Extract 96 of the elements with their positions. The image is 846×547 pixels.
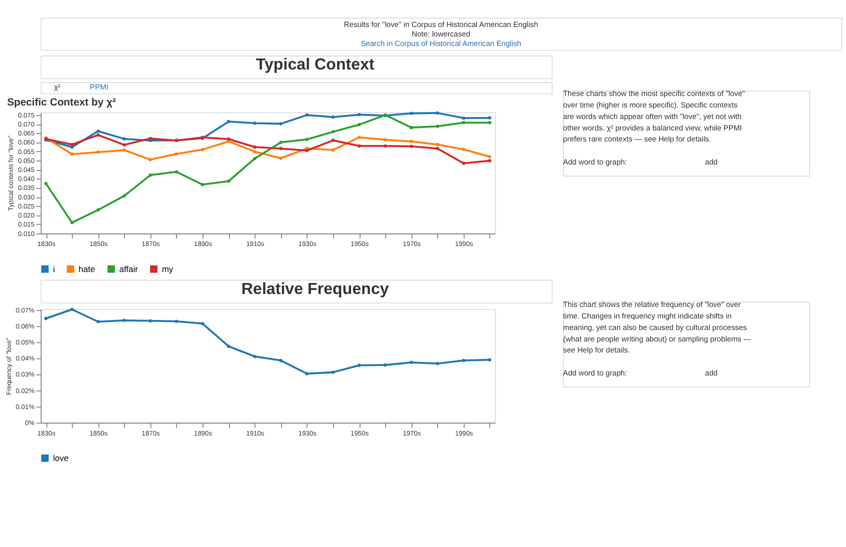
point [410,126,414,130]
text: Add word to graph: [563,157,627,166]
point [70,308,74,312]
point [488,116,492,120]
point [410,140,414,144]
point [331,370,335,374]
legend-label: love [52,452,69,463]
point [122,148,126,152]
point [436,146,440,150]
point [488,121,492,124]
point [148,319,152,322]
chart-subtitle: Specific Context by χ² [7,98,116,109]
point [384,138,387,142]
text: add [705,157,718,166]
point [96,150,100,154]
point [279,122,282,126]
point [331,130,335,134]
point [253,145,256,149]
point [384,144,387,148]
point [174,170,178,174]
point [253,150,256,154]
point [436,142,440,146]
point [331,148,335,152]
point [358,113,361,116]
point [410,144,414,148]
text: χ² [54,82,61,92]
point [227,179,230,183]
text: Add word to graph: [563,368,627,378]
legend-label: my [162,264,174,274]
text: This chart shows the relative frequency of "love" over time. Changes in frequency might indicate shifts in meaning, yet can also be caused by cultural processes (what are people writing about) or sampling problems — see Help for details. [563,300,752,355]
point [148,173,152,177]
legend-label: i [52,264,55,274]
point [279,146,282,150]
point [253,156,256,160]
line-series [44,308,492,376]
point [410,112,414,116]
point [410,360,414,364]
point [305,372,309,376]
text: add [705,368,718,378]
point [227,344,230,348]
point [96,133,100,137]
point [227,137,230,141]
point [279,140,282,144]
point [488,358,492,362]
point [174,320,178,323]
point [96,208,100,212]
point [488,155,492,158]
point [358,144,361,148]
point [227,120,230,124]
point [384,363,387,367]
point [70,152,74,156]
point [305,113,309,117]
point [122,194,126,198]
point [122,143,126,147]
point [436,124,440,128]
point [279,156,282,160]
point [174,152,178,156]
point [44,316,48,320]
point [462,148,466,152]
point [331,115,335,119]
point [488,159,492,162]
point [148,158,152,162]
point [253,122,256,125]
point [358,364,361,367]
legend-label: hate [78,264,96,274]
point [462,162,466,165]
point [253,354,256,358]
point [436,111,440,115]
point [200,148,204,152]
text: Note: lowercased [412,30,470,39]
legend-label: affair [119,264,138,274]
point [331,138,335,142]
point [44,182,48,186]
point [96,320,100,324]
point [200,322,204,326]
point [70,221,74,224]
text: Search in Corpus of Historical American English [360,39,522,48]
point [462,358,466,362]
point [305,138,309,142]
point [122,137,126,141]
point [358,136,361,140]
text: Results for "love" in Corpus of Historical American English [344,20,538,30]
text: These charts show the most specific contexts of "love" over time (higher is more specific). Specific contexts are words which appear often with "love", yet not with other words. χ² provides a balanced view, while PPMI prefers rare contexts — see Help for details. [563,89,746,144]
point [462,116,466,120]
line-series [44,113,492,224]
point [462,121,466,124]
point [200,182,204,186]
point [122,318,126,322]
point [358,123,361,126]
text: PPMI [90,82,108,92]
point [70,142,74,146]
chart-title: Typical Context [256,56,376,74]
chart-title: Relative Frequency [241,280,389,298]
point [436,362,440,366]
point [96,130,100,133]
point [279,358,282,362]
